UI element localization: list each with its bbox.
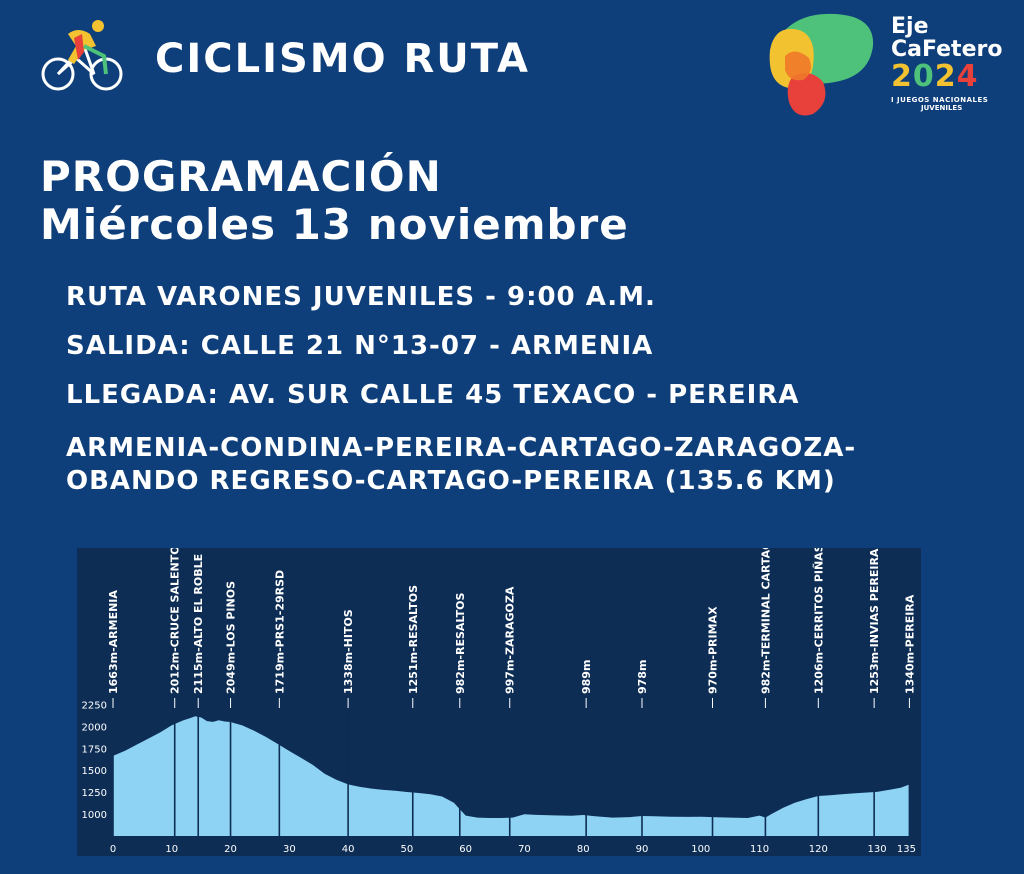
main-title: CICLISMO RUTA	[155, 36, 530, 82]
waypoint-label: 1253m-INVIAS PEREIRA	[868, 548, 881, 694]
x-tick-label: 80	[577, 844, 590, 855]
event-logo-subtitle: I JUEGOS NACIONALES	[891, 96, 989, 104]
x-tick-label: 70	[518, 844, 531, 855]
waypoint-label: 982m-TERMINAL CARTAGO	[759, 548, 772, 694]
cyclist-icon	[38, 16, 128, 96]
y-tick-label: 2250	[82, 700, 107, 711]
route-line-1: ARMENIA-CONDINA-PEREIRA-CARTAGO-ZARAGOZA…	[66, 433, 857, 463]
y-tick-label: 1250	[82, 788, 107, 799]
y-tick-label: 2000	[82, 722, 107, 733]
x-tick-label: 130	[868, 844, 887, 855]
start-location: SALIDA: CALLE 21 N°13-07 - ARMENIA	[66, 331, 654, 361]
y-tick-label: 1750	[82, 744, 107, 755]
waypoint-label: 1251m-RESALTOS	[407, 585, 420, 694]
waypoint-label: 989m	[580, 660, 593, 694]
route-line-2: OBANDO REGRESO-CARTAGO-PEREIRA (135.6 KM…	[66, 466, 836, 496]
x-tick-label: 0	[110, 844, 116, 855]
x-tick-label: 135	[897, 844, 916, 855]
x-tick-label: 30	[283, 844, 296, 855]
waypoint-label: 1340m-PEREIRA	[903, 594, 916, 694]
event-logo-line1: Eje	[891, 14, 929, 39]
waypoint-label: 2049m-LOS PINOS	[225, 581, 238, 694]
waypoint-label: 2115m-ALTO EL ROBLE	[192, 554, 205, 694]
waypoint-label: 982m-RESALTOS	[454, 593, 467, 694]
event-logo-line2: CaFetero	[891, 37, 1003, 62]
y-tick-label: 1000	[82, 810, 107, 821]
waypoint-label: 2012m-CRUCE SALENTO	[169, 548, 182, 694]
x-tick-label: 40	[342, 844, 355, 855]
event-logo-year: 2024	[891, 59, 979, 94]
elevation-profile-chart: 1663m-ARMENIA 2012m-CRUCE SALENTO 2115m-AL…	[77, 548, 921, 856]
race-category: RUTA VARONES JUVENILES - 9:00 A.M.	[66, 282, 656, 312]
x-tick-label: 50	[401, 844, 414, 855]
waypoint-label: 970m-PRIMAX	[707, 606, 720, 694]
waypoint-label: 1719m-PRS1-29RSD	[273, 570, 286, 694]
x-tick-label: 20	[224, 844, 237, 855]
waypoint-label: 997m-ZARAGOZA	[504, 586, 517, 694]
waypoint-label: 978m	[636, 660, 649, 694]
finish-location: LLEGADA: AV. SUR CALLE 45 TEXACO - PEREI…	[66, 380, 800, 410]
schedule-date: Miércoles 13 noviembre	[40, 200, 629, 249]
schedule-title: PROGRAMACIÓN	[40, 152, 442, 201]
waypoint-label: 1206m-CERRITOS PIÑAS	[812, 548, 825, 694]
x-tick-label: 10	[165, 844, 178, 855]
x-tick-label: 110	[750, 844, 769, 855]
y-tick-label: 1500	[82, 766, 107, 777]
x-tick-label: 120	[809, 844, 828, 855]
x-tick-label: 60	[459, 844, 472, 855]
waypoint-label: 1663m-ARMENIA	[107, 590, 120, 694]
event-logo-shape-icon	[769, 13, 874, 116]
event-logo: Eje CaFetero 2024 I JUEGOS NACIONALES JU…	[765, 10, 1015, 140]
waypoint-label: 1338m-HITOS	[342, 609, 355, 694]
header: CICLISMO RUTA Eje CaFetero 2024 I JUEGOS…	[0, 0, 1024, 140]
event-logo-subtitle-2: JUVENILES	[921, 104, 963, 112]
x-tick-label: 100	[691, 844, 710, 855]
x-tick-label: 90	[636, 844, 649, 855]
elevation-profile-svg: 1663m-ARMENIA 2012m-CRUCE SALENTO 2115m-AL…	[82, 548, 917, 855]
elevation-area	[113, 716, 910, 836]
